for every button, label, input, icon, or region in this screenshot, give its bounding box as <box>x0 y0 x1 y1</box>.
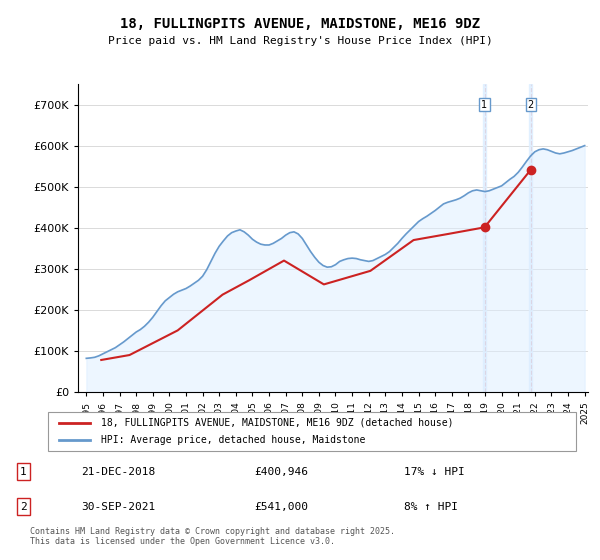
Text: 1: 1 <box>481 100 488 110</box>
Text: Contains HM Land Registry data © Crown copyright and database right 2025.
This d: Contains HM Land Registry data © Crown c… <box>30 526 395 546</box>
Text: 2: 2 <box>20 502 27 512</box>
Text: 30-SEP-2021: 30-SEP-2021 <box>81 502 155 512</box>
Bar <box>483 84 486 392</box>
Text: 8% ↑ HPI: 8% ↑ HPI <box>404 502 458 512</box>
Text: 21-DEC-2018: 21-DEC-2018 <box>81 467 155 477</box>
Text: 2: 2 <box>527 100 534 110</box>
FancyBboxPatch shape <box>48 412 576 451</box>
Text: 1: 1 <box>20 467 27 477</box>
Text: 18, FULLINGPITS AVENUE, MAIDSTONE, ME16 9DZ (detached house): 18, FULLINGPITS AVENUE, MAIDSTONE, ME16 … <box>101 418 454 428</box>
Text: £541,000: £541,000 <box>254 502 308 512</box>
Text: 18, FULLINGPITS AVENUE, MAIDSTONE, ME16 9DZ: 18, FULLINGPITS AVENUE, MAIDSTONE, ME16 … <box>120 17 480 31</box>
Text: Price paid vs. HM Land Registry's House Price Index (HPI): Price paid vs. HM Land Registry's House … <box>107 36 493 46</box>
Bar <box>529 84 532 392</box>
Text: HPI: Average price, detached house, Maidstone: HPI: Average price, detached house, Maid… <box>101 435 365 445</box>
Text: 17% ↓ HPI: 17% ↓ HPI <box>404 467 464 477</box>
Text: £400,946: £400,946 <box>254 467 308 477</box>
